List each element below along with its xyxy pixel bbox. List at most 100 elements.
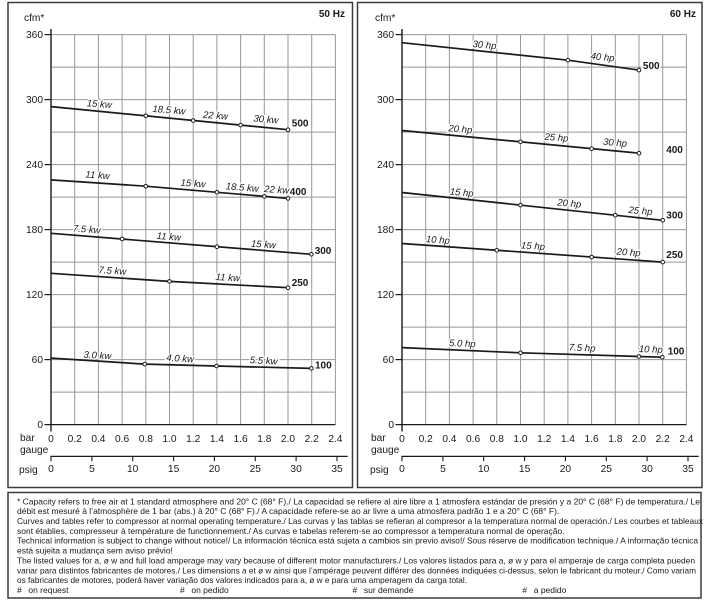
svg-text:1.2: 1.2 [537,434,551,445]
svg-text:35: 35 [331,464,343,475]
svg-text:The listed values for a, ø w a: The listed values for a, ø w and full lo… [17,555,695,565]
svg-text:15: 15 [168,464,180,475]
svg-text:15 hp: 15 hp [521,240,546,253]
svg-text:1.2: 1.2 [186,434,200,445]
svg-text:0: 0 [48,464,54,475]
svg-text:2.4: 2.4 [328,434,342,445]
svg-text:25: 25 [250,464,262,475]
svg-text:100: 100 [668,346,685,357]
svg-text:0: 0 [399,464,405,475]
svg-text:5: 5 [89,464,95,475]
svg-text:1.0: 1.0 [513,434,527,445]
svg-text:100: 100 [315,360,332,371]
svg-text:240: 240 [26,160,43,171]
svg-text:30 hp: 30 hp [472,39,498,52]
svg-text:250: 250 [292,278,309,289]
svg-text:Technical information is subje: Technical information is subject to chan… [17,536,698,546]
svg-text:30: 30 [290,464,302,475]
svg-text:30: 30 [641,464,653,475]
svg-text:cfm*: cfm* [375,13,395,24]
svg-text:30 hp: 30 hp [603,137,629,150]
svg-text:0: 0 [48,434,54,445]
svg-text:psig: psig [19,465,38,476]
svg-text:20 hp: 20 hp [615,247,641,260]
svg-text:0.6: 0.6 [466,434,480,445]
svg-text:7.5 hp: 7.5 hp [569,342,597,354]
svg-text:0.8: 0.8 [139,434,153,445]
svg-text:40 hp: 40 hp [590,51,616,64]
svg-text:25: 25 [601,464,613,475]
svg-text:500: 500 [292,118,309,129]
svg-text:10 hp: 10 hp [639,344,664,356]
svg-text:240: 240 [377,160,394,171]
svg-text:250: 250 [666,250,683,261]
svg-text:180: 180 [377,225,394,236]
svg-text:0.4: 0.4 [91,434,105,445]
svg-text:bar: bar [20,433,35,444]
svg-text:180: 180 [26,225,43,236]
svg-text:10: 10 [478,464,490,475]
svg-text:15: 15 [519,464,531,475]
svg-text:25 hp: 25 hp [543,132,570,145]
svg-text:120: 120 [26,290,43,301]
svg-text:5: 5 [440,464,446,475]
svg-text:400: 400 [666,145,683,156]
svg-text:60: 60 [32,355,44,366]
svg-text:10: 10 [127,464,139,475]
svg-text:15 kw: 15 kw [86,98,113,111]
svg-text:psig: psig [370,465,389,476]
svg-text:20: 20 [560,464,572,475]
svg-text:2.2: 2.2 [656,434,670,445]
svg-text:2.0: 2.0 [632,434,646,445]
svg-text:50 Hz: 50 Hz [319,9,345,20]
svg-text:30 kw: 30 kw [253,113,280,126]
svg-text:120: 120 [377,290,394,301]
svg-text:15 hp: 15 hp [449,186,475,199]
svg-text:2.2: 2.2 [305,434,319,445]
svg-text:22 kw: 22 kw [201,110,229,123]
svg-text:1.4: 1.4 [210,434,224,445]
svg-text:1.6: 1.6 [585,434,599,445]
svg-text:Curves and tables refer to com: Curves and tables refer to compressor at… [17,516,704,526]
svg-text:22 kw: 22 kw [263,184,291,197]
svg-text:0: 0 [37,420,43,431]
svg-text:0.2: 0.2 [419,434,433,445]
svg-text:400: 400 [290,187,307,198]
svg-text:20 hp: 20 hp [447,123,474,136]
svg-text:# on pedido: # on pedido [180,585,229,595]
svg-text:2.0: 2.0 [281,434,295,445]
svg-text:* Capacity refers to free air: * Capacity refers to free air at 1 stand… [17,496,700,506]
svg-text:300: 300 [377,95,394,106]
svg-text:cfm*: cfm* [24,13,44,24]
svg-text:300: 300 [26,95,43,106]
svg-text:débit est mesuré à l’atmosphèr: débit est mesuré à l’atmosphère de 1 bar… [17,506,559,516]
svg-text:0.2: 0.2 [68,434,82,445]
svg-text:360: 360 [26,30,43,41]
svg-text:# sur demande: # sur demande [353,585,414,595]
svg-text:2.4: 2.4 [679,434,693,445]
svg-text:18.5 kw: 18.5 kw [152,104,187,118]
svg-text:7.5 kw: 7.5 kw [72,223,102,236]
svg-text:os fabricantes de motores, pod: os fabricantes de motores, poderá haver … [17,575,467,585]
svg-text:500: 500 [643,61,660,72]
svg-text:7.5 kw: 7.5 kw [98,265,127,278]
svg-text:5.0 hp: 5.0 hp [449,338,477,350]
svg-text:11 kw: 11 kw [215,272,241,285]
svg-text:35: 35 [682,464,694,475]
svg-text:4.0 kw: 4.0 kw [166,353,195,366]
svg-text:15 kw: 15 kw [180,178,207,191]
svg-text:11 kw: 11 kw [156,231,182,244]
svg-text:0.6: 0.6 [115,434,129,445]
svg-text:20: 20 [209,464,221,475]
svg-text:20 hp: 20 hp [556,197,583,210]
svg-text:variar para distintos fabrican: variar para distintos fabricantes de mot… [17,565,696,575]
svg-text:18.5 kw: 18.5 kw [225,181,260,195]
svg-text:11 kw: 11 kw [85,169,111,182]
svg-text:1.8: 1.8 [608,434,622,445]
svg-text:1.0: 1.0 [162,434,176,445]
svg-text:0.8: 0.8 [490,434,504,445]
svg-text:60 Hz: 60 Hz [670,9,696,20]
svg-text:1.6: 1.6 [234,434,248,445]
svg-text:0: 0 [399,434,405,445]
svg-text:300: 300 [315,246,332,257]
